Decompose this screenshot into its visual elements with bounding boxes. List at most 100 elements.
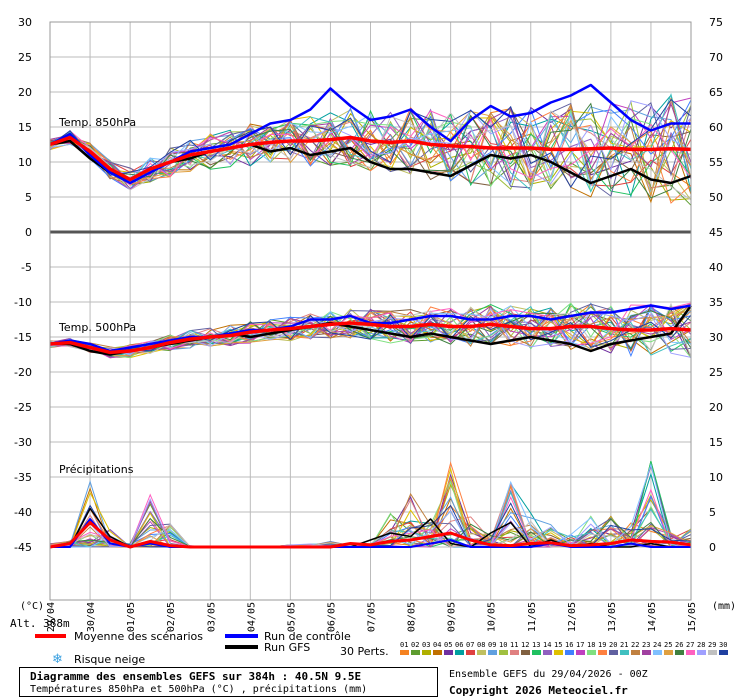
x-tick-label: 08/05 (407, 602, 418, 632)
member-number: 30 (719, 641, 727, 649)
left-tick-label: 30 (18, 16, 32, 29)
left-tick-label: -40 (14, 506, 32, 519)
member-number: 01 (400, 641, 408, 649)
chart-legend: Moyenne des scénarios Run de contrôleRun … (35, 630, 728, 665)
left-tick-label: 25 (18, 51, 32, 64)
chart-info-box: Diagramme des ensembles GEFS sur 384h : … (19, 667, 438, 697)
right-tick-label: 35 (709, 296, 723, 309)
ensemble-chart: 302520151050-5-10-15-20-25-30-35-40-4575… (10, 16, 736, 665)
member-t850-line (49, 106, 692, 204)
member-number: 16 (565, 641, 573, 649)
right-tick-label: 65 (709, 86, 723, 99)
x-tick-label: 03/05 (206, 602, 217, 632)
left-tick-label: -10 (14, 296, 32, 309)
mean-t850-line (49, 135, 692, 182)
member-number: 21 (620, 641, 628, 649)
member-number: 24 (653, 641, 661, 649)
chart-title: Diagramme des ensembles GEFS sur 384h : … (30, 670, 362, 683)
member-swatch (598, 650, 607, 655)
member-swatch (400, 650, 409, 655)
right-tick-label: 30 (709, 331, 723, 344)
member-t850-line (49, 98, 692, 188)
member-swatch (554, 650, 563, 655)
left-tick-label: 0 (25, 226, 32, 239)
x-tick-label: 29/04 (46, 602, 57, 632)
x-tick-label: 02/05 (166, 602, 177, 632)
member-number: 17 (576, 641, 584, 649)
member-number: 12 (521, 641, 529, 649)
right-tick-label: 25 (709, 366, 723, 379)
right-tick-label: 50 (709, 191, 723, 204)
member-number: 13 (532, 641, 540, 649)
member-swatch (642, 650, 651, 655)
member-number: 15 (554, 641, 562, 649)
member-number: 09 (488, 641, 496, 649)
member-swatch (422, 650, 431, 655)
x-tick-label: 10/05 (487, 602, 498, 632)
control-t850-line (49, 83, 691, 185)
right-tick-label: 5 (709, 506, 716, 519)
member-t500-line (49, 302, 692, 354)
member-number: 11 (510, 641, 518, 649)
chart-axes: 302520151050-5-10-15-20-25-30-35-40-4575… (10, 16, 736, 632)
member-swatch (697, 650, 706, 655)
member-number: 03 (422, 641, 430, 649)
snowflake-icon: ❄ (52, 652, 63, 665)
x-tick-label: 30/04 (86, 602, 97, 632)
plot-frame (49, 21, 692, 601)
left-tick-label: -5 (21, 261, 32, 274)
member-number: 10 (499, 641, 507, 649)
member-number: 02 (411, 641, 419, 649)
left-tick-label: 20 (18, 86, 32, 99)
left-tick-label: -35 (14, 471, 32, 484)
left-tick-label: -45 (14, 541, 32, 554)
member-number: 19 (598, 641, 606, 649)
right-axis-unit: (mm) (712, 601, 736, 612)
precip-label: Précipitations (59, 463, 134, 476)
x-tick-label: 15/05 (687, 602, 698, 632)
member-t850-line (49, 92, 692, 193)
x-tick-label: 14/05 (647, 602, 658, 632)
member-swatch (543, 650, 552, 655)
right-tick-label: 0 (709, 541, 716, 554)
member-swatch (620, 650, 629, 655)
member-swatch (466, 650, 475, 655)
member-number: 20 (609, 641, 617, 649)
member-swatch (675, 650, 684, 655)
left-tick-label: -20 (14, 366, 32, 379)
right-tick-label: 40 (709, 261, 723, 274)
member-number: 27 (686, 641, 694, 649)
member-swatch (653, 650, 662, 655)
x-tick-label: 05/05 (286, 602, 297, 632)
member-swatch (444, 650, 453, 655)
left-tick-label: -15 (14, 331, 32, 344)
member-number: 04 (433, 641, 441, 649)
member-swatch (686, 650, 695, 655)
member-t850-line (49, 110, 692, 196)
x-tick-label: 07/05 (367, 602, 378, 632)
mean-precip-line (49, 521, 692, 549)
left-tick-label: 15 (18, 121, 32, 134)
member-number: 14 (543, 641, 551, 649)
right-tick-label: 75 (709, 16, 723, 29)
copyright: Copyright 2026 Meteociel.fr (449, 684, 628, 697)
left-tick-label: 10 (18, 156, 32, 169)
member-number: 29 (708, 641, 716, 649)
member-number: 22 (631, 641, 639, 649)
x-tick-label: 04/05 (246, 602, 257, 632)
left-axis-unit: (°C) (20, 601, 44, 612)
left-tick-label: 5 (25, 191, 32, 204)
x-tick-label: 06/05 (326, 602, 337, 632)
mean-t500-line (49, 321, 692, 355)
right-tick-label: 60 (709, 121, 723, 134)
x-tick-label: 01/05 (126, 602, 137, 632)
member-swatch (433, 650, 442, 655)
left-tick-label: -30 (14, 436, 32, 449)
member-swatch (576, 650, 585, 655)
x-tick-label: 11/05 (527, 602, 538, 632)
legend-gfs-label: Run GFS (264, 641, 310, 654)
member-number: 28 (697, 641, 705, 649)
right-tick-label: 55 (709, 156, 723, 169)
member-swatch (488, 650, 497, 655)
member-swatch (631, 650, 640, 655)
